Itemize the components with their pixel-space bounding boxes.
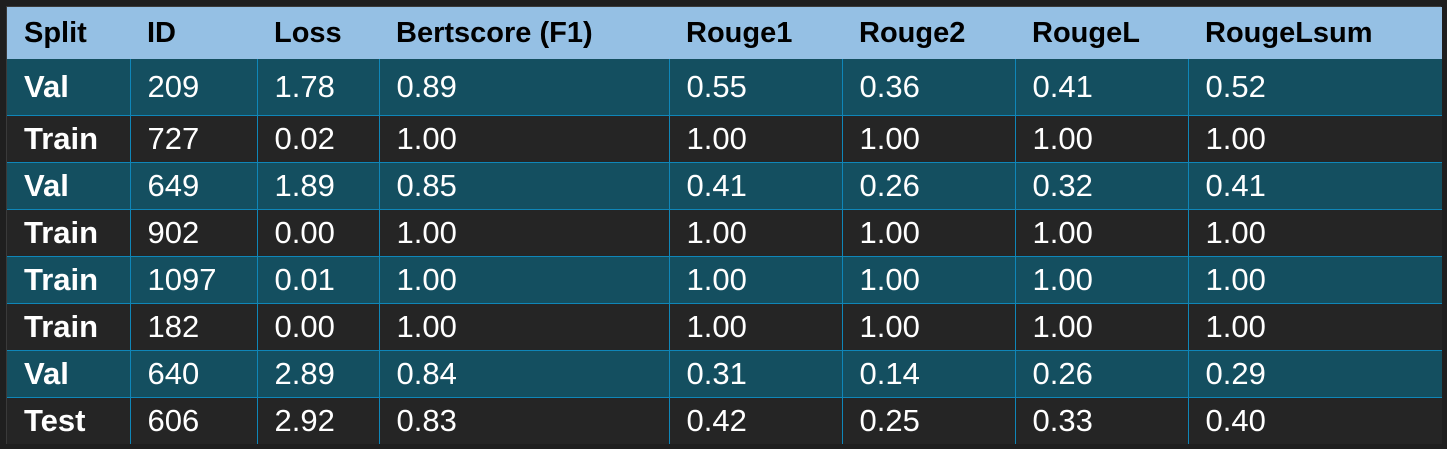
cell-rougelsum: 0.29 (1188, 350, 1442, 398)
column-header-bertscore: Bertscore (F1) (396, 16, 593, 49)
cell-loss: 2.89 (257, 350, 380, 398)
table-row: Train 1097 0.01 1.00 1.00 1.00 1.00 1.00 (7, 256, 1442, 304)
cell-rougel: 0.32 (1015, 162, 1189, 210)
cell-id: 182 (130, 303, 258, 351)
cell-rouge1: 1.00 (669, 256, 843, 304)
column-header-loss: Loss (274, 16, 342, 49)
cell-loss: 0.02 (257, 115, 380, 163)
cell-id: 209 (130, 59, 258, 116)
table-body: Val 209 1.78 0.89 0.55 0.36 0.41 0.52 Train 727 0.… (7, 59, 1442, 444)
cell-id: 1097 (130, 256, 258, 304)
table-row: Val 640 2.89 0.84 0.31 0.14 0.26 0.29 (7, 350, 1442, 398)
cell-rouge1: 1.00 (669, 209, 843, 257)
cell-rouge1: 1.00 (669, 115, 843, 163)
cell-id: 606 (130, 397, 258, 444)
cell-rougelsum: 1.00 (1188, 303, 1442, 351)
column-header-rouge2: Rouge2 (859, 16, 966, 49)
table-header: Split ID Loss Bertscore (F1) Rouge1 Roug… (7, 7, 1442, 59)
cell-split: Train (7, 115, 131, 163)
results-table-frame: Split ID Loss Bertscore (F1) Rouge1 Roug… (6, 6, 1442, 444)
cell-rougel: 0.33 (1015, 397, 1189, 444)
column-header-rouge1: Rouge1 (686, 16, 793, 49)
cell-rouge1: 0.55 (669, 59, 843, 116)
cell-rougelsum: 0.40 (1205, 402, 1266, 438)
cell-bertscore: 1.00 (379, 303, 670, 351)
cell-rouge2: 1.00 (842, 115, 1016, 163)
cell-rouge2: 0.26 (842, 162, 1016, 210)
cell-rouge2: 1.00 (842, 303, 1016, 351)
table-row: Val 209 1.78 0.89 0.55 0.36 0.41 0.52 (7, 59, 1442, 116)
cell-split: Test (7, 397, 131, 444)
table-row: Test 606 2.92 0.83 0.42 0.25 0.33 0.40 (7, 397, 1442, 444)
table-row: Train 182 0.00 1.00 1.00 1.00 1.00 1.00 (7, 303, 1442, 351)
cell-rougelsum: 1.00 (1188, 115, 1442, 163)
cell-rougelsum: 1.00 (1188, 256, 1442, 304)
cell-rougelsum: 0.52 (1188, 59, 1442, 116)
cell-loss: 0.00 (257, 303, 380, 351)
table-row: Train 902 0.00 1.00 1.00 1.00 1.00 1.00 (7, 209, 1442, 257)
cell-loss: 2.92 (257, 397, 380, 444)
cell-loss: 0.01 (257, 256, 380, 304)
table-row: Val 649 1.89 0.85 0.41 0.26 0.32 0.41 (7, 162, 1442, 210)
cell-rouge2: 1.00 (842, 209, 1016, 257)
cell-rougelsum: 0.41 (1188, 162, 1442, 210)
cell-bertscore: 1.00 (379, 115, 670, 163)
cell-bertscore: 0.83 (379, 397, 670, 444)
cell-id: 649 (130, 162, 258, 210)
cell-id: 640 (130, 350, 258, 398)
cell-rougel: 0.41 (1015, 59, 1189, 116)
cell-split: Val (7, 59, 131, 116)
cell-rougelsum: 1.00 (1188, 209, 1442, 257)
cell-loss: 1.78 (257, 59, 380, 116)
cell-rouge1: 1.00 (669, 303, 843, 351)
cell-rouge2: 1.00 (842, 256, 1016, 304)
column-header-id: ID (147, 16, 176, 49)
cell-split: Val (7, 350, 131, 398)
cell-bertscore: 0.89 (379, 59, 670, 116)
column-header-split: Split (24, 16, 87, 49)
cell-rougel: 0.26 (1015, 350, 1189, 398)
cell-bertscore: 0.84 (379, 350, 670, 398)
cell-split: Train (7, 256, 131, 304)
cell-rouge2: 0.36 (842, 59, 1016, 116)
cell-id: 727 (130, 115, 258, 163)
table-row: Train 727 0.02 1.00 1.00 1.00 1.00 1.00 (7, 115, 1442, 163)
cell-rougel: 1.00 (1015, 303, 1189, 351)
cell-bertscore: 0.85 (379, 162, 670, 210)
column-header-rougelsum: RougeLsum (1205, 16, 1373, 49)
cell-rougel: 1.00 (1015, 256, 1189, 304)
cell-split: Val (7, 162, 131, 210)
cell-rouge2: 0.25 (842, 397, 1016, 444)
header-row: Split ID Loss Bertscore (F1) Rouge1 Roug… (7, 7, 1442, 59)
cell-bertscore: 1.00 (379, 256, 670, 304)
cell-rouge1: 0.41 (669, 162, 843, 210)
cell-loss: 0.00 (257, 209, 380, 257)
cell-id: 902 (130, 209, 258, 257)
cell-rouge2: 0.14 (842, 350, 1016, 398)
column-header-rougel: RougeL (1032, 16, 1140, 49)
cell-rougel: 1.00 (1015, 209, 1189, 257)
cell-rouge1: 0.31 (669, 350, 843, 398)
cell-rougel: 1.00 (1015, 115, 1189, 163)
results-table: Split ID Loss Bertscore (F1) Rouge1 Roug… (7, 7, 1442, 444)
cell-split: Train (7, 209, 131, 257)
cell-loss: 1.89 (257, 162, 380, 210)
cell-bertscore: 1.00 (379, 209, 670, 257)
cell-split: Train (7, 303, 131, 351)
cell-rouge1: 0.42 (669, 397, 843, 444)
